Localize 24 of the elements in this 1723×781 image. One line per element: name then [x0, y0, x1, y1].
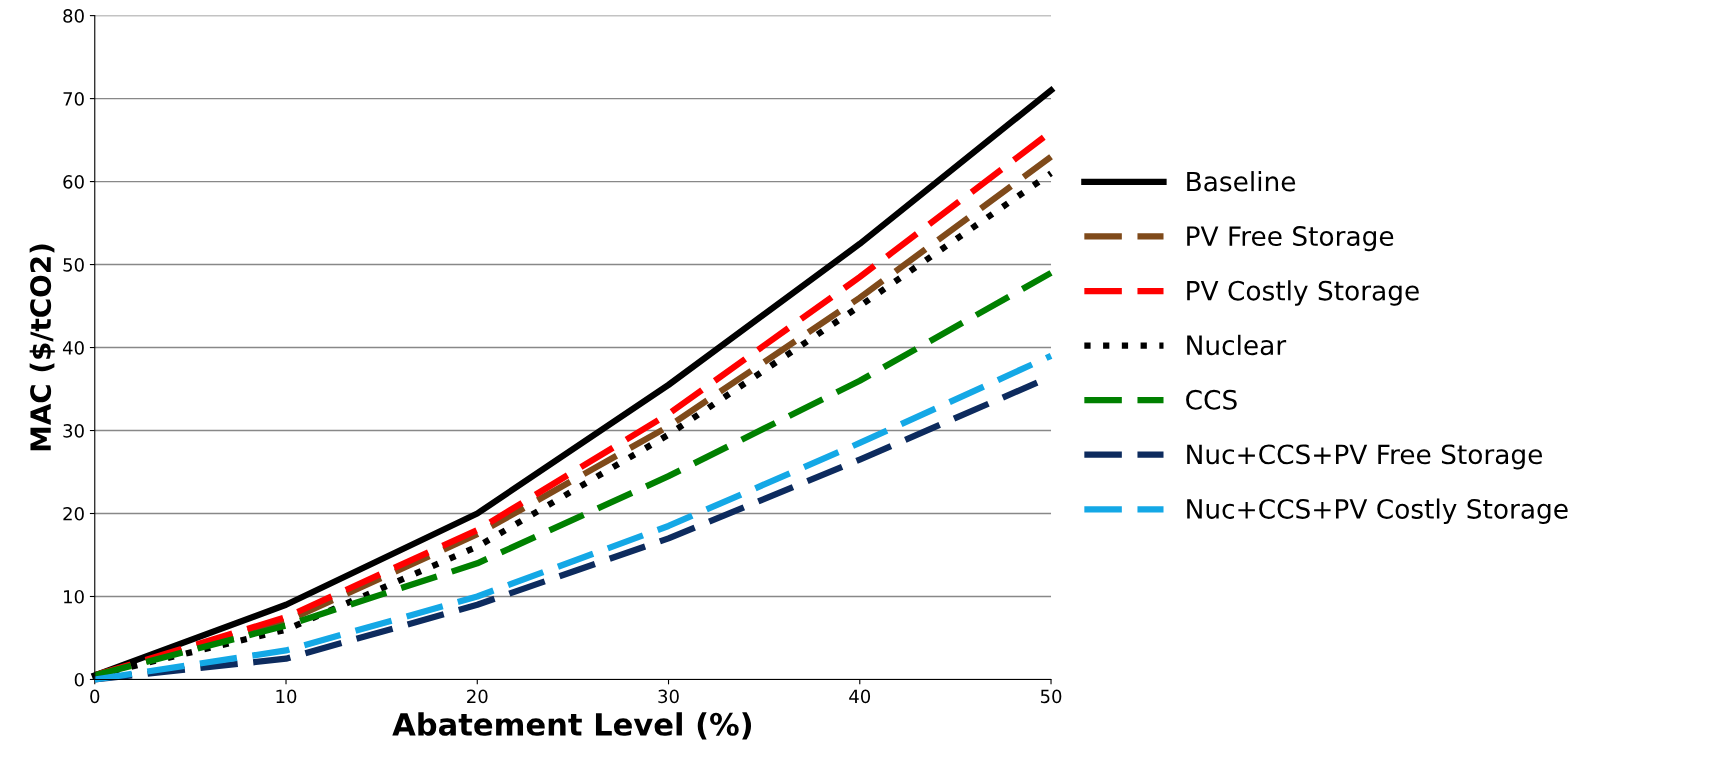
y-tick-label: 60: [63, 175, 84, 189]
x-tick-label: 10: [276, 689, 297, 704]
x-tick-label: 20: [467, 689, 488, 704]
x-tick-label: 50: [1040, 689, 1062, 704]
y-tick-label: 10: [64, 589, 84, 604]
x-tick-label: 30: [658, 689, 679, 704]
y-tick-label: 40: [62, 341, 84, 355]
legend-label: Nuc+CCS+PV Free Storage: [1187, 444, 1542, 470]
y-tick-label: 20: [63, 506, 84, 521]
legend-label: Nuclear: [1187, 334, 1287, 356]
legend-label: CCS: [1186, 389, 1237, 410]
y-tick-label: 80: [63, 9, 84, 23]
y-tick-label: 50: [63, 258, 84, 272]
y-axis-title: MAC ($/tCO2): [29, 244, 55, 451]
legend-label: Baseline: [1187, 171, 1296, 192]
y-tick-label: 70: [63, 92, 84, 106]
legend-label: Nuc+CCS+PV Costly Storage: [1187, 498, 1568, 525]
y-tick-label: 0: [74, 672, 84, 687]
x-tick-label: 0: [90, 689, 100, 704]
legend-label: PV Costly Storage: [1187, 280, 1419, 306]
x-axis-title: Abatement Level (%): [392, 712, 752, 740]
x-tick-label: 40: [849, 689, 871, 704]
legend-label: PV Free Storage: [1187, 226, 1394, 252]
y-tick-label: 30: [63, 423, 84, 438]
